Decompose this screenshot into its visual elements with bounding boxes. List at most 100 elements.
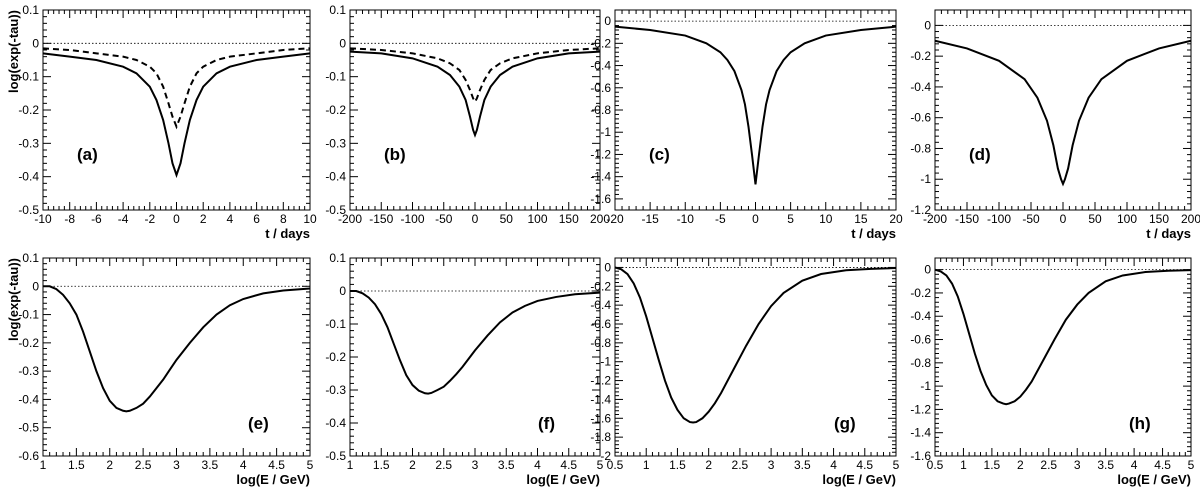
y-tick-label: -0.3: [325, 383, 346, 397]
series-solid: [614, 266, 897, 424]
plot-frame: [349, 257, 601, 457]
plot-frame: [614, 257, 897, 457]
x-tick-label: 3: [768, 458, 775, 472]
y-tick-label: 0.1: [22, 251, 39, 265]
x-tick-label: 8: [280, 212, 287, 226]
x-tick-label: 3.5: [498, 458, 515, 472]
x-tick-label: 2.5: [435, 458, 452, 472]
x-tick-label: 2: [106, 458, 113, 472]
y-tick-label: 0: [924, 263, 931, 277]
y-tick-label: -1.2: [910, 402, 931, 416]
x-tick-label: 5: [893, 458, 900, 472]
panel-label: (h): [1129, 414, 1151, 433]
y-tick-label: -0.1: [325, 70, 346, 84]
panel-label: (c): [649, 145, 670, 164]
panel-label: (e): [248, 414, 269, 433]
x-tick-label: 3.5: [794, 458, 811, 472]
x-tick-label: 3: [1074, 458, 1081, 472]
y-tick-label: -1.8: [590, 430, 611, 444]
y-tick-label: -0.1: [18, 70, 39, 84]
x-tick-label: 150: [559, 212, 579, 226]
panel-label: (d): [969, 145, 991, 164]
x-axis-label: log(E / GeV): [526, 472, 600, 487]
y-tick-label: -0.5: [18, 421, 39, 435]
series-solid: [42, 52, 311, 179]
y-tick-label: -1.2: [590, 374, 611, 388]
x-tick-label: -10: [677, 212, 695, 226]
y-tick-label: -1.6: [590, 192, 611, 206]
x-tick-label: 4.5: [560, 458, 577, 472]
series-dashed: [42, 47, 311, 130]
x-tick-label: 4.5: [1154, 458, 1171, 472]
x-tick-label: 0: [1060, 212, 1067, 226]
y-tick-label: 0: [32, 36, 39, 50]
y-tick-label: -1.6: [590, 411, 611, 425]
plot-frame: [349, 9, 601, 211]
y-tick-label: -0.2: [910, 286, 931, 300]
x-tick-label: 200: [1181, 212, 1200, 226]
x-tick-label: 3: [472, 458, 479, 472]
x-tick-label: 100: [1117, 212, 1137, 226]
y-tick-label: 0: [604, 14, 611, 28]
panel-b: -200 -150 -100 -50 0 50 100 150 200-0.5-0.4-0.3-…: [325, 3, 610, 226]
x-tick-label: 20: [889, 212, 903, 226]
y-tick-label: -0.4: [910, 309, 931, 323]
x-tick-label: 200: [590, 212, 610, 226]
y-tick-label: -0.2: [325, 350, 346, 364]
x-tick-label: 4: [227, 212, 234, 226]
x-tick-label: 4: [830, 458, 837, 472]
x-tick-label: 0.5: [927, 458, 944, 472]
y-tick-label: 0: [924, 18, 931, 32]
y-tick-label: -0.4: [910, 80, 931, 94]
x-tick-label: 3.5: [202, 458, 219, 472]
x-axis-label: log(E / GeV): [236, 472, 310, 487]
plot-frame: [934, 9, 1192, 211]
x-tick-label: 2: [705, 458, 712, 472]
panel-e: 1 1.5 2 2.5 3 3.5 4 4.5 5 -0.6 -0.5 -0.4 -0.3 -0.2 -0.…: [6, 251, 314, 487]
x-tick-label: 3.5: [1097, 458, 1114, 472]
y-tick-label: -0.3: [18, 136, 39, 150]
x-tick-label: 2.5: [1040, 458, 1057, 472]
x-axis-label: t / days: [1146, 226, 1191, 241]
x-tick-label: 1: [347, 458, 354, 472]
x-tick-label: 0: [472, 212, 479, 226]
x-tick-label: 2: [409, 458, 416, 472]
y-tick-label: -0.8: [910, 141, 931, 155]
y-tick-label: 0.1: [329, 251, 346, 265]
y-tick-label: -0.4: [590, 298, 611, 312]
series-solid: [934, 39, 1192, 187]
y-tick-label: -0.4: [18, 392, 39, 406]
y-tick-label: -0.3: [325, 136, 346, 150]
x-tick-label: -50: [1022, 212, 1040, 226]
x-tick-label: -100: [400, 212, 424, 226]
x-tick-label: 6: [253, 212, 260, 226]
y-tick-label: -0.5: [325, 449, 346, 463]
series-solid: [350, 290, 601, 395]
y-tick-label: -0.8: [590, 103, 611, 117]
x-tick-label: -15: [641, 212, 659, 226]
x-tick-label: 50: [500, 212, 514, 226]
x-tick-label: 5: [307, 458, 314, 472]
y-tick-label: -1: [600, 125, 611, 139]
plot-frame: [934, 257, 1192, 457]
x-tick-label: -200: [923, 212, 947, 226]
panel-a: -10 -8 -6 -4 -2 0 2 4 6 8 10 -0.5 -0.4 -0.3 -0.2 -0.1 0 0…: [6, 3, 317, 241]
x-tick-label: -150: [369, 212, 393, 226]
x-tick-label: 1.5: [669, 458, 686, 472]
panel-label: (b): [384, 145, 406, 164]
y-tick-label: -0.3: [18, 364, 39, 378]
x-tick-label: 5: [597, 458, 604, 472]
x-tick-label: -2: [144, 212, 155, 226]
y-tick-label: 0.1: [329, 3, 346, 17]
y-tick-label: 0: [339, 284, 346, 298]
x-tick-label: 1: [40, 458, 47, 472]
y-tick-label: -0.6: [910, 111, 931, 125]
y-tick-label: -1: [600, 355, 611, 369]
y-tick-label: -0.6: [910, 333, 931, 347]
x-tick-label: 1.5: [373, 458, 390, 472]
panel-h: 0.5 1 1.5 2 2.5 3 3.5 4 4.5 5 -1.6 -1.4 -1.2 -1 -0.8 -0…: [910, 257, 1195, 487]
x-tick-label: 0: [173, 212, 180, 226]
y-tick-label: -0.2: [325, 103, 346, 117]
x-tick-label: 50: [1088, 212, 1102, 226]
x-tick-label: -10: [34, 212, 52, 226]
